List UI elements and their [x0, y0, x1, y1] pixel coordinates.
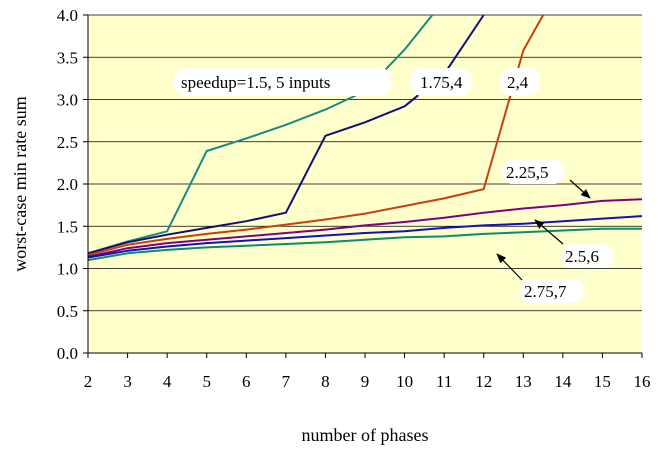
series-line-2 — [87, 14, 485, 255]
x-tick-label: 12 — [475, 372, 492, 391]
annotation-bg-1-5 — [174, 68, 392, 96]
y-tick-label: 2.0 — [57, 175, 78, 194]
annotation-2-5-6: 2.5,6 — [565, 247, 599, 266]
annotation-arrow-2-75-7 — [496, 253, 523, 281]
x-tick-label: 11 — [436, 372, 452, 391]
y-tick-label: 4.0 — [57, 6, 78, 25]
series-line-6 — [87, 227, 642, 262]
annotation-arrow-2-25-5 — [569, 179, 591, 199]
x-tick-label: 5 — [202, 372, 211, 391]
x-tick-label: 16 — [634, 372, 651, 391]
y-axis-title: worst-case min rate sum — [10, 96, 30, 271]
y-tick-label: 3.0 — [57, 91, 78, 110]
x-tick-label: 6 — [242, 372, 251, 391]
x-axis-title: number of phases — [302, 425, 429, 445]
x-tick-label: 9 — [361, 372, 370, 391]
annotation-bg-2-75 — [520, 279, 584, 303]
y-tick-label: 3.5 — [57, 48, 78, 67]
x-tick-label: 14 — [554, 372, 572, 391]
series-line-3 — [87, 14, 544, 256]
annotation-bg-2-5 — [561, 244, 613, 268]
annotation-bg-1-75 — [410, 68, 472, 96]
series-line-5 — [87, 215, 643, 259]
annotation-bg-2-4 — [500, 68, 540, 96]
y-tick-label: 2.5 — [57, 133, 78, 152]
y-tick-label: 0.5 — [57, 302, 78, 321]
x-tick-label: 13 — [515, 372, 532, 391]
annotation-2-75-7: 2.75,7 — [524, 282, 567, 301]
series-lines — [87, 14, 643, 262]
x-tick-label: 10 — [396, 372, 413, 391]
annotation-1-75-4: 1.75,4 — [420, 73, 463, 92]
y-tick-label: 0.0 — [57, 344, 78, 363]
series-line-4 — [87, 198, 643, 258]
x-tick-label: 8 — [321, 372, 330, 391]
x-tick-labels: 2 3 4 5 6 7 8 9 10 11 12 13 14 15 16 — [84, 353, 651, 391]
annotation-bg-2-25 — [502, 160, 564, 184]
annotation-speedup-1-5: speedup=1.5, 5 inputs — [181, 73, 330, 92]
x-tick-label: 15 — [594, 372, 611, 391]
x-tick-label: 2 — [84, 372, 93, 391]
x-tick-label: 7 — [282, 372, 291, 391]
y-tick-label: 1.5 — [57, 217, 78, 236]
x-tick-label: 3 — [123, 372, 132, 391]
annotation-2-4: 2,4 — [507, 73, 529, 92]
y-tick-label: 1.0 — [57, 260, 78, 279]
annotation-arrow-2-5-6 — [534, 219, 564, 245]
annotation-2-25-5: 2.25,5 — [506, 163, 549, 182]
x-tick-label: 4 — [163, 372, 172, 391]
y-tick-labels: 0.0 0.5 1.0 1.5 2.0 2.5 3.0 3.5 4.0 — [57, 6, 88, 363]
